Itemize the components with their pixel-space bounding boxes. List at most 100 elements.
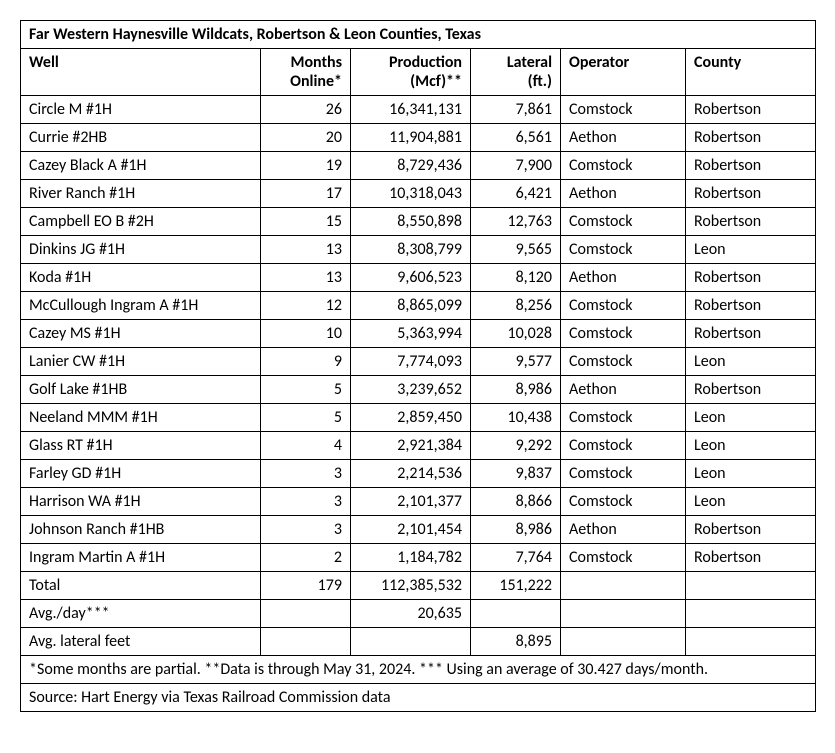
table-row: Harrison WA #1H32,101,3778,866ComstockLe… [21,488,816,516]
cell-lateral: 6,421 [471,180,561,208]
avg-lateral-label: Avg. lateral feet [21,628,261,656]
cell-county: Robertson [686,544,816,572]
avg-day-production: 20,635 [351,600,471,628]
avg-day-months-empty [261,600,351,628]
table-row: Campbell EO B #2H158,550,89812,763Comsto… [21,208,816,236]
cell-lateral: 9,292 [471,432,561,460]
cell-production: 2,859,450 [351,404,471,432]
cell-operator: Comstock [561,404,686,432]
cell-months: 3 [261,516,351,544]
cell-lateral: 9,577 [471,348,561,376]
cell-production: 10,318,043 [351,180,471,208]
cell-months: 2 [261,544,351,572]
cell-operator: Aethon [561,376,686,404]
cell-county: Leon [686,404,816,432]
cell-operator: Aethon [561,180,686,208]
cell-well: Neeland MMM #1H [21,404,261,432]
cell-lateral: 9,565 [471,236,561,264]
cell-county: Robertson [686,292,816,320]
cell-lateral: 7,764 [471,544,561,572]
cell-lateral: 8,986 [471,516,561,544]
cell-operator: Comstock [561,320,686,348]
table-row: McCullough Ingram A #1H128,865,0998,256C… [21,292,816,320]
cell-months: 10 [261,320,351,348]
cell-operator: Comstock [561,292,686,320]
cell-lateral: 8,866 [471,488,561,516]
col-header-operator: Operator [561,49,686,96]
cell-operator: Comstock [561,432,686,460]
cell-county: Robertson [686,516,816,544]
cell-production: 8,729,436 [351,152,471,180]
totals-label: Total [21,572,261,600]
table-row: Johnson Ranch #1HB32,101,4548,986AethonR… [21,516,816,544]
avg-day-lateral-empty [471,600,561,628]
cell-production: 8,308,799 [351,236,471,264]
cell-months: 3 [261,488,351,516]
cell-well: Cazey Black A #1H [21,152,261,180]
cell-lateral: 8,986 [471,376,561,404]
cell-county: Robertson [686,152,816,180]
table-row: Dinkins JG #1H138,308,7999,565ComstockLe… [21,236,816,264]
cell-production: 7,774,093 [351,348,471,376]
cell-lateral: 8,256 [471,292,561,320]
cell-lateral: 8,120 [471,264,561,292]
cell-months: 15 [261,208,351,236]
cell-operator: Comstock [561,460,686,488]
table-title: Far Western Haynesville Wildcats, Robert… [21,21,816,49]
col-header-well: Well [21,49,261,96]
table-row: Farley GD #1H32,214,5369,837ComstockLeon [21,460,816,488]
cell-county: Robertson [686,376,816,404]
totals-lateral: 151,222 [471,572,561,600]
col-header-lateral: Lateral (ft.) [471,49,561,96]
avg-day-label: Avg./day*** [21,600,261,628]
table-row: River Ranch #1H1710,318,0436,421AethonRo… [21,180,816,208]
avg-lateral-value: 8,895 [471,628,561,656]
col-header-months: Months Online* [261,49,351,96]
cell-county: Robertson [686,320,816,348]
cell-months: 19 [261,152,351,180]
totals-production: 112,385,532 [351,572,471,600]
cell-county: Robertson [686,264,816,292]
cell-well: McCullough Ingram A #1H [21,292,261,320]
table-row: Cazey Black A #1H198,729,4367,900Comstoc… [21,152,816,180]
avg-lateral-months-empty [261,628,351,656]
table-row: Ingram Martin A #1H21,184,7827,764Comsto… [21,544,816,572]
cell-operator: Aethon [561,264,686,292]
table-row: Cazey MS #1H105,363,99410,028ComstockRob… [21,320,816,348]
cell-well: Lanier CW #1H [21,348,261,376]
avg-day-operator-empty [561,600,686,628]
cell-months: 13 [261,264,351,292]
footnote-2: Source: Hart Energy via Texas Railroad C… [21,684,816,712]
cell-production: 2,921,384 [351,432,471,460]
cell-months: 4 [261,432,351,460]
cell-well: River Ranch #1H [21,180,261,208]
cell-production: 9,606,523 [351,264,471,292]
cell-well: Dinkins JG #1H [21,236,261,264]
table-row: Currie #2HB2011,904,8816,561AethonRobert… [21,124,816,152]
cell-production: 5,363,994 [351,320,471,348]
totals-row: Total 179 112,385,532 151,222 [21,572,816,600]
totals-months: 179 [261,572,351,600]
cell-well: Campbell EO B #2H [21,208,261,236]
cell-operator: Aethon [561,516,686,544]
avg-lateral-operator-empty [561,628,686,656]
cell-months: 12 [261,292,351,320]
cell-months: 20 [261,124,351,152]
avg-day-row: Avg./day*** 20,635 [21,600,816,628]
cell-lateral: 6,561 [471,124,561,152]
cell-production: 16,341,131 [351,96,471,124]
cell-operator: Comstock [561,488,686,516]
table-header-row: Well Months Online* Production (Mcf)** L… [21,49,816,96]
col-header-production: Production (Mcf)** [351,49,471,96]
cell-production: 2,101,377 [351,488,471,516]
cell-county: Leon [686,488,816,516]
cell-operator: Comstock [561,348,686,376]
cell-production: 2,101,454 [351,516,471,544]
cell-months: 5 [261,404,351,432]
cell-lateral: 10,438 [471,404,561,432]
cell-county: Leon [686,460,816,488]
cell-months: 5 [261,376,351,404]
cell-operator: Comstock [561,208,686,236]
cell-months: 9 [261,348,351,376]
cell-lateral: 10,028 [471,320,561,348]
